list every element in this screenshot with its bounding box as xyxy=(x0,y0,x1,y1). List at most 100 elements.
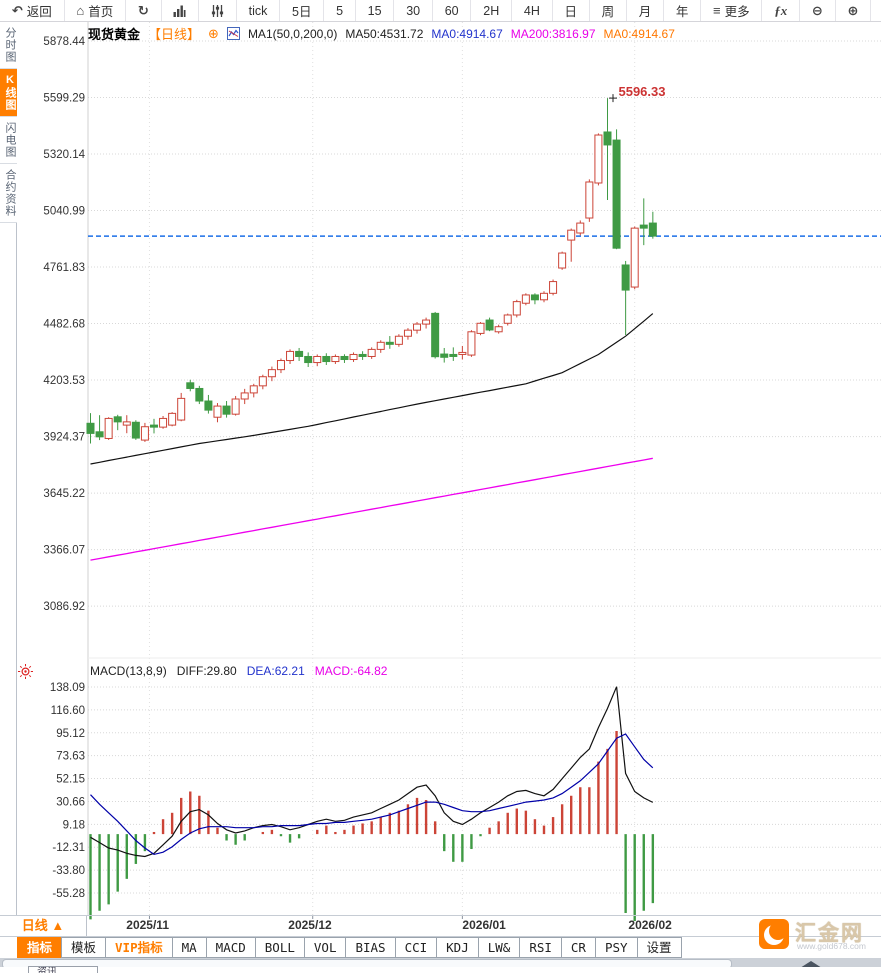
tab-rsi[interactable]: RSI xyxy=(519,937,562,958)
svg-text:95.12: 95.12 xyxy=(56,728,85,740)
tab-lwr[interactable]: LW& xyxy=(477,937,521,958)
chart-style-button[interactable] xyxy=(162,0,200,21)
toolbar-item-label: 15 xyxy=(367,3,382,18)
toolbar-item-label: 2H xyxy=(483,3,500,18)
home-button[interactable]: ⌂ 首页 xyxy=(65,0,127,21)
toolbar-item-label: tick xyxy=(248,3,268,18)
toolbar-item-label: 60 xyxy=(444,3,459,18)
interval-2h-button[interactable]: 2H xyxy=(471,0,513,21)
svg-text:-33.80: -33.80 xyxy=(52,865,85,877)
svg-text:-55.28: -55.28 xyxy=(52,888,85,900)
tab-vol[interactable]: VOL xyxy=(303,937,347,958)
zoom-out-icon: ⊖ xyxy=(811,2,823,18)
sidebar-item-contract-info[interactable]: 合约资料 xyxy=(0,164,17,223)
ma0-value-orange: MA0:4914.67 xyxy=(603,26,675,41)
huijin-logo-title: 汇金网 xyxy=(795,922,864,945)
refresh-icon: ↻ xyxy=(137,2,149,18)
indicator-tabs: 指标 模板 VIP指标 MA MACD BOLL VOL BIAS CCI KDJ LW& RSI CR… xyxy=(0,936,881,958)
zoom-in-icon: ⊕ xyxy=(847,2,859,18)
tab-macd[interactable]: MACD xyxy=(205,937,256,958)
tab-vip-indicator[interactable]: VIP指标 xyxy=(105,937,173,958)
svg-text:52.15: 52.15 xyxy=(56,774,85,786)
period-tag: 【日线】 xyxy=(148,27,201,42)
tab-cr[interactable]: CR xyxy=(560,937,596,958)
interval-week-button[interactable]: 周 xyxy=(590,0,627,21)
svg-text:5040.99: 5040.99 xyxy=(43,206,85,218)
zoom-out-button[interactable]: ⊖ xyxy=(800,0,836,21)
ma50-value: MA50:4531.72 xyxy=(345,26,424,41)
interval-4h-button[interactable]: 4H xyxy=(512,0,553,21)
interval-30min-button[interactable]: 30 xyxy=(394,0,433,21)
scroll-up-arrow-icon[interactable] xyxy=(800,961,822,968)
toolbar-item-label: 5日 xyxy=(292,5,312,19)
toolbar-item-label: 周 xyxy=(601,5,615,19)
toolbar-item-label: 日 xyxy=(564,5,577,19)
menu-icon: ≡ xyxy=(713,3,721,18)
formula-button[interactable]: ƒx xyxy=(762,0,801,21)
svg-text:-12.31: -12.31 xyxy=(52,842,85,854)
tab-settings[interactable]: 设置 xyxy=(636,937,682,958)
interval-60min-button[interactable]: 60 xyxy=(433,0,472,21)
interval-5min-button[interactable]: 5 xyxy=(324,0,356,21)
tab-news-partial[interactable]: 资讯 xyxy=(28,966,98,973)
svg-text:3086.92: 3086.92 xyxy=(43,601,85,613)
partial-bottom-panel: 资讯 xyxy=(0,966,881,973)
fx-icon: ƒx xyxy=(774,2,788,18)
x-axis-row: 日线 ▲ 2025/11 2025/12 2026/01 2026/02 xyxy=(0,915,881,936)
sidebar-item-time-chart[interactable]: 分时图 xyxy=(0,22,17,69)
svg-text:116.60: 116.60 xyxy=(51,705,85,717)
refresh-button[interactable]: ↻ xyxy=(126,0,162,21)
tab-kdj[interactable]: KDJ xyxy=(436,937,479,958)
sidebar-item-lightning-chart[interactable]: 闪电图 xyxy=(0,117,17,164)
zoom-in-button[interactable]: ⊕ xyxy=(836,0,872,21)
ma-settings: MA1(50,0,200,0) xyxy=(247,26,338,41)
svg-text:9.18: 9.18 xyxy=(63,819,85,831)
tab-ma[interactable]: MA xyxy=(171,937,207,958)
interval-year-button[interactable]: 年 xyxy=(664,0,702,21)
more-button[interactable]: ≡ 更多 xyxy=(701,0,763,21)
tab-indicator[interactable]: 指标 xyxy=(17,937,63,958)
x-axis-month-label: 2025/12 xyxy=(288,918,332,932)
ma0-value-blue: MA0:4914.67 xyxy=(431,26,503,41)
svg-text:3924.37: 3924.37 xyxy=(43,432,85,444)
mini-chart-icon xyxy=(226,27,240,40)
svg-text:138.09: 138.09 xyxy=(50,682,85,694)
period-dropdown[interactable]: 日线 ▲ xyxy=(0,916,87,936)
interval-month-button[interactable]: 月 xyxy=(627,0,665,21)
interval-tick-button[interactable]: tick xyxy=(237,0,281,21)
tab-bias[interactable]: BIAS xyxy=(345,937,396,958)
toolbar-item-label: 5 xyxy=(336,3,344,18)
huijin-logo: 汇金网 www.gold678.com xyxy=(757,916,881,952)
back-button[interactable]: ↶ 返回 xyxy=(0,0,65,21)
back-arrow-icon: ↶ xyxy=(11,2,23,18)
toolbar: ↶ 返回 ⌂ 首页 ↻ tick 5日 5 15 30 60 2H 4H 日周月年 ≡ 更多 ƒx ⊖ ⊕ xyxy=(0,0,881,22)
tab-psy[interactable]: PSY xyxy=(594,937,638,958)
home-icon: ⌂ xyxy=(76,3,85,18)
interval-day-button[interactable]: 日 xyxy=(553,0,590,21)
tab-cci[interactable]: CCI xyxy=(394,937,438,958)
toolbar-item-label: 4H xyxy=(523,3,540,18)
tab-template[interactable]: 模板 xyxy=(61,937,107,958)
x-axis-month-label: 2025/11 xyxy=(126,918,169,932)
huijin-logo-url: www.gold678.com xyxy=(797,941,866,951)
tab-boll[interactable]: BOLL xyxy=(254,937,305,958)
toolbar-item-label: 首页 xyxy=(88,5,114,19)
sidebar-item-kline-chart[interactable]: K线图 xyxy=(0,69,17,117)
add-indicator-icon[interactable]: ⊕ xyxy=(208,25,219,41)
x-axis-month-label: 2026/02 xyxy=(628,918,672,932)
svg-text:5596.33: 5596.33 xyxy=(618,84,665,99)
toolbar-item-label: 返回 xyxy=(26,5,52,19)
interval-15min-button[interactable]: 15 xyxy=(356,0,395,21)
toolbar-item-label: 30 xyxy=(406,3,421,18)
indicator-panel-button[interactable] xyxy=(199,0,237,21)
x-axis-month-label: 2026/01 xyxy=(462,918,506,932)
ma200-value: MA200:3816.97 xyxy=(510,26,596,41)
svg-text:5599.29: 5599.29 xyxy=(43,93,85,105)
indicator-settings-icon[interactable] xyxy=(17,663,34,680)
svg-text:30.66: 30.66 xyxy=(56,796,85,808)
macd-macd-value: MACD:-64.82 xyxy=(314,664,388,678)
interval-5day-button[interactable]: 5日 xyxy=(280,0,325,21)
bottom-scrollbar-strip: 资讯 xyxy=(0,958,881,973)
